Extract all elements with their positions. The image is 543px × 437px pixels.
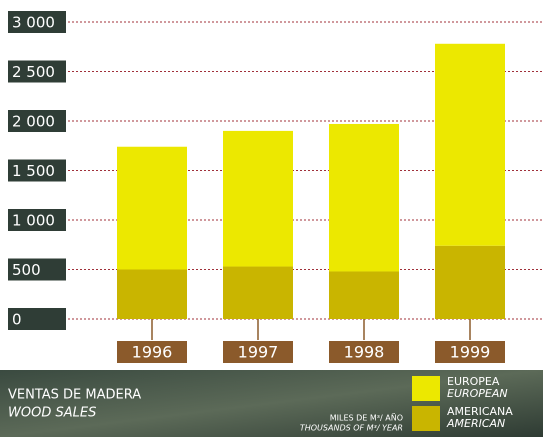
footer-panel (0, 370, 543, 437)
y-tick-label: 1 500 (12, 162, 55, 180)
y-tick-label: 500 (12, 261, 41, 279)
x-tick-label: 1999 (450, 343, 491, 362)
legend-label-alt: AMERICAN (446, 417, 505, 430)
y-tick-box (8, 110, 66, 132)
bar-segment (223, 266, 293, 319)
subtitle: WOOD SALES (8, 406, 96, 421)
y-tick-label: 2 500 (12, 63, 55, 81)
x-label-box (435, 341, 505, 363)
y-tick-box (8, 308, 66, 330)
y-tick-box (8, 159, 66, 182)
y-tick-box (8, 209, 66, 231)
bar-segment (435, 43, 505, 246)
x-label-box (117, 341, 187, 363)
y-tick-label: 0 (12, 311, 22, 329)
y-tick-box (8, 258, 66, 281)
x-label-box (223, 341, 293, 363)
x-label-box (329, 341, 399, 363)
x-tick-label: 1998 (344, 343, 385, 362)
y-tick-box (8, 60, 66, 83)
bar-segment (117, 269, 187, 319)
title: VENTAS DE MADERA (8, 388, 141, 403)
y-tick-box (8, 11, 66, 33)
y-tick-label: 3 000 (12, 14, 55, 32)
unit-label-alt: THOUSANDS OF M³/ YEAR (300, 424, 403, 433)
x-tick-label: 1997 (238, 343, 279, 362)
x-tick-label: 1996 (132, 343, 173, 362)
legend-swatch (412, 376, 440, 401)
bar-segment (117, 146, 187, 270)
y-tick-label: 1 000 (12, 212, 55, 230)
bar-segment (223, 130, 293, 267)
bar-segment (435, 245, 505, 319)
legend-label: AMERICANA (447, 405, 513, 418)
unit-label: MILES DE M³/ AÑO (330, 413, 403, 423)
legend-label: EUROPEA (447, 375, 500, 388)
y-tick-label: 2 000 (12, 113, 55, 131)
legend-label-alt: EUROPEAN (447, 387, 508, 400)
legend-swatch (412, 406, 440, 431)
bar-segment (329, 271, 399, 319)
bar-segment (329, 123, 399, 272)
